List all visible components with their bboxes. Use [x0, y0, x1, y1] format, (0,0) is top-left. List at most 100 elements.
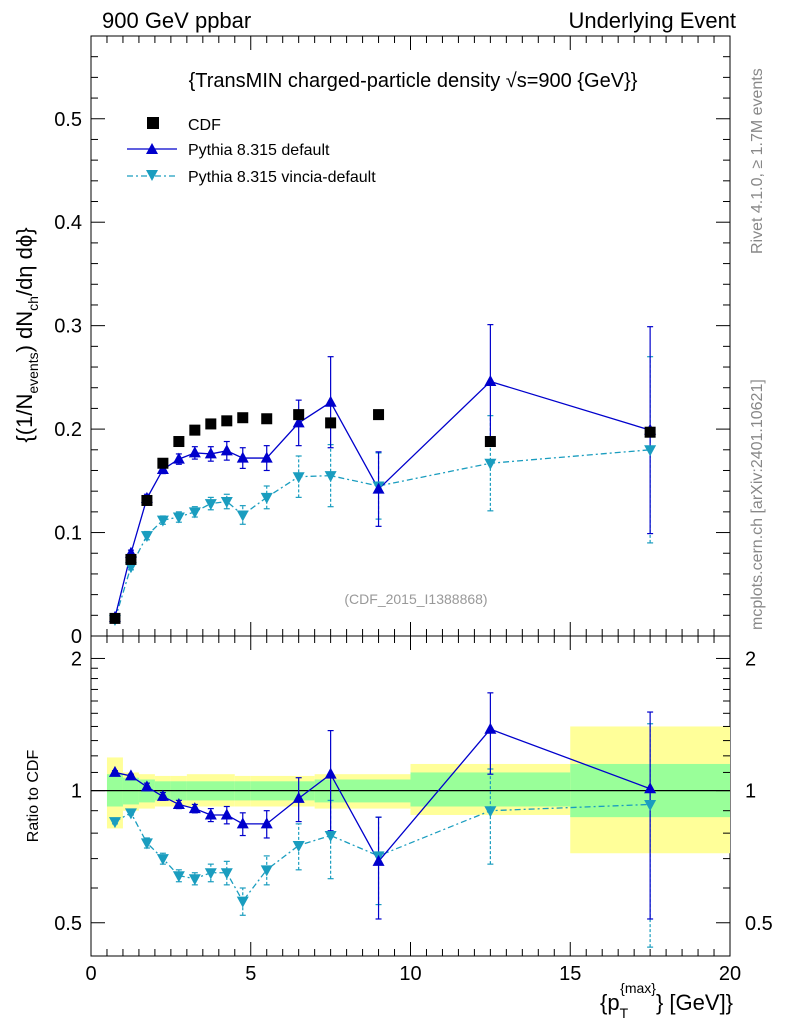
ratio-pythia-point [172, 797, 185, 809]
ratio-pythia-point [188, 802, 201, 814]
ratio-pythia-point [140, 780, 153, 792]
main-axis-ticks [90, 35, 731, 637]
ratio-vincia-point [260, 865, 273, 877]
cdf-point [237, 412, 249, 424]
x-tick-label: 15 [559, 963, 581, 985]
header-left: 900 GeV ppbar [102, 8, 251, 33]
ratio-vincia-point [188, 874, 201, 886]
x-axis-label: {pT{max}} [GeV]} [600, 980, 733, 1021]
vincia-point [644, 445, 657, 457]
vincia-series-line [114, 449, 651, 620]
y-tick-label: 0.4 [54, 212, 82, 234]
cdf-point [373, 409, 385, 421]
x-tick-label: 0 [85, 963, 96, 985]
vincia-point [204, 499, 217, 511]
side-label-mcplots: mcplots.cern.ch [arXiv:2401.10621] [749, 379, 766, 630]
cdf-point [293, 409, 305, 421]
y-tick-label: 0.5 [54, 109, 82, 131]
svg-text:{pT{max}} [GeV]}: {pT{max}} [GeV]} [600, 980, 733, 1021]
ratio-vincia-point [644, 799, 657, 811]
main-panel: 0 0.1 0.2 0.3 0.4 0.5 {TransMIN charged-parti… [12, 35, 731, 648]
ratio-pythia-point [644, 782, 657, 794]
pythia-point [484, 375, 497, 387]
cdf-point [644, 426, 656, 438]
ratio-vincia-point [156, 854, 169, 866]
ratio-pythia-point [260, 817, 273, 829]
pythia-point [172, 452, 185, 464]
ratio-vincia-point [324, 831, 337, 843]
vincia-point [236, 510, 249, 522]
ratio-vincia-point [236, 896, 249, 908]
ratio-y-tick-label: 1 [71, 781, 82, 803]
ratio-y-tick-labels: 0.5 0.5 1 1 2 2 [54, 648, 773, 934]
pythia-point [260, 451, 273, 463]
ratio-vincia-point [140, 838, 153, 850]
ratio-pythia-point [124, 769, 137, 781]
side-label-rivet: Rivet 4.1.0, ≥ 1.7M events [749, 68, 766, 254]
vincia-point [484, 458, 497, 470]
ratio-y-tick-label: 0.5 [54, 913, 82, 935]
ratio-vincia-point [108, 817, 121, 829]
cdf-point [221, 415, 233, 427]
y-tick-label: 0.1 [54, 523, 82, 545]
cdf-point [205, 418, 217, 430]
y-tick-label: 0.3 [54, 316, 82, 338]
vincia-point [324, 471, 337, 483]
pythia-point [372, 482, 385, 494]
vincia-point [156, 515, 169, 527]
pythia-point [188, 446, 201, 458]
ratio-vincia-point [124, 808, 137, 820]
pythia-point [236, 451, 249, 463]
main-plot-area [108, 324, 657, 626]
legend-label-pythia: Pythia 8.315 default [188, 142, 330, 159]
legend-marker-cdf [147, 117, 159, 129]
ratio-pythia-point [484, 722, 497, 734]
cdf-point [125, 553, 137, 565]
x-tick-labels: 0 5 10 15 20 [85, 963, 741, 985]
vincia-point [188, 507, 201, 519]
analysis-tag: (CDF_2015_I1388868) [344, 591, 487, 607]
ratio-pythia-point [324, 767, 337, 779]
ratio-y-tick-label-right: 2 [745, 648, 756, 670]
legend-marker-pythia [146, 143, 158, 154]
ratio-vincia-point [292, 840, 305, 852]
svg-text:{(1/Nevents) dNch/dη dϕ}: {(1/Nevents) dNch/dη dϕ} [12, 227, 41, 442]
x-tick-label: 20 [719, 963, 741, 985]
cdf-point [157, 457, 169, 469]
cdf-point [484, 436, 496, 448]
cdf-point [173, 436, 185, 448]
x-tick-label: 10 [399, 963, 421, 985]
legend-marker-vincia [146, 170, 158, 181]
ratio-pythia-point [372, 854, 385, 866]
ratio-vincia-point [484, 806, 497, 818]
ratio-vincia-line [114, 803, 651, 903]
header-right: Underlying Event [568, 8, 736, 33]
main-y-axis-label: {(1/Nevents) dNch/dη dϕ} [12, 227, 41, 442]
ratio-y-axis-label: Ratio to CDF [25, 750, 42, 843]
ratio-vincia-point [172, 871, 185, 883]
ratio-plot-area [91, 692, 730, 948]
cdf-point [261, 413, 273, 425]
ratio-panel: 0.5 0.5 1 1 2 2 Ratio to CDF [25, 635, 773, 957]
vincia-point [292, 472, 305, 484]
vincia-point [220, 497, 233, 509]
ratio-pythia-point [108, 765, 121, 777]
ratio-y-tick-label-right: 1 [745, 781, 756, 803]
pythia-point [220, 444, 233, 456]
pythia-point [324, 395, 337, 407]
ratio-pythia-point [292, 791, 305, 803]
vincia-point [172, 512, 185, 524]
ratio-axis-ticks [90, 636, 731, 956]
pythia-point [204, 447, 217, 459]
ratio-pythia-point [220, 808, 233, 820]
cdf-point [189, 424, 201, 436]
ratio-pythia-point [204, 808, 217, 820]
vincia-point [260, 492, 273, 504]
ratio-y-tick-label-right: 0.5 [745, 913, 773, 935]
y-tick-label: 0.2 [54, 419, 82, 441]
main-frame [90, 35, 731, 637]
cdf-point [141, 494, 153, 506]
plot-title: {TransMIN charged-particle density √s=90… [189, 70, 638, 92]
ratio-vincia-point [220, 868, 233, 880]
